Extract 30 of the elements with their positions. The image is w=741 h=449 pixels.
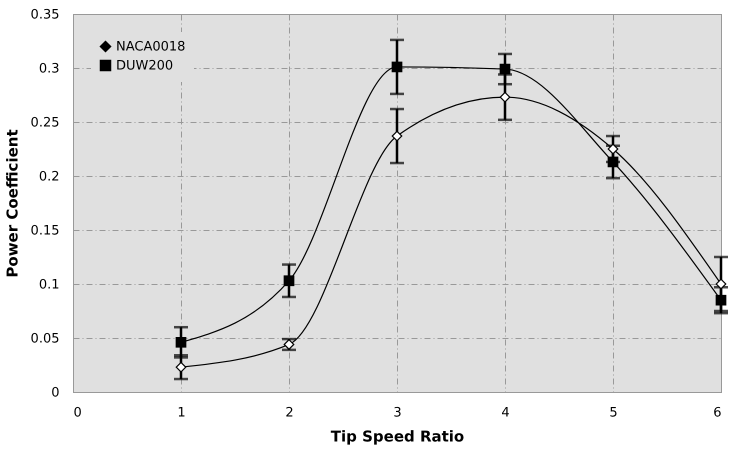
x-tick-label: 1 <box>177 406 186 420</box>
y-tick-label: 0.05 <box>30 332 60 346</box>
y-tick-label: 0.15 <box>30 224 60 238</box>
point <box>392 62 402 72</box>
point <box>176 362 186 373</box>
legend-label: DUW200 <box>116 58 174 74</box>
point <box>500 92 510 103</box>
y-tick-label: 0.1 <box>38 278 60 292</box>
point <box>608 144 618 154</box>
x-tick-label: 4 <box>501 406 510 420</box>
y-tick-label: 0.2 <box>38 170 60 184</box>
x-axis-title: Tip Speed Ratio <box>330 428 464 446</box>
y-tick-label: 0.35 <box>30 8 60 22</box>
point <box>392 130 402 142</box>
point <box>608 156 618 168</box>
point <box>716 294 726 306</box>
x-tick-label: 0 <box>74 406 82 420</box>
y-axis-title: Power Coefficient <box>4 129 22 278</box>
y-tick-label: 0.3 <box>38 62 60 76</box>
y-tick-label: 0.25 <box>30 116 60 130</box>
x-tick-label: 6 <box>713 406 722 420</box>
x-tick-label: 3 <box>393 406 402 420</box>
y-tick-label: 0 <box>51 386 60 400</box>
legend-label: NACA0018 <box>116 40 186 54</box>
point <box>500 64 510 74</box>
point <box>176 336 186 348</box>
point <box>716 278 726 290</box>
point <box>284 275 294 286</box>
x-tick-label: 2 <box>285 406 294 420</box>
x-tick-label: 5 <box>609 406 618 420</box>
